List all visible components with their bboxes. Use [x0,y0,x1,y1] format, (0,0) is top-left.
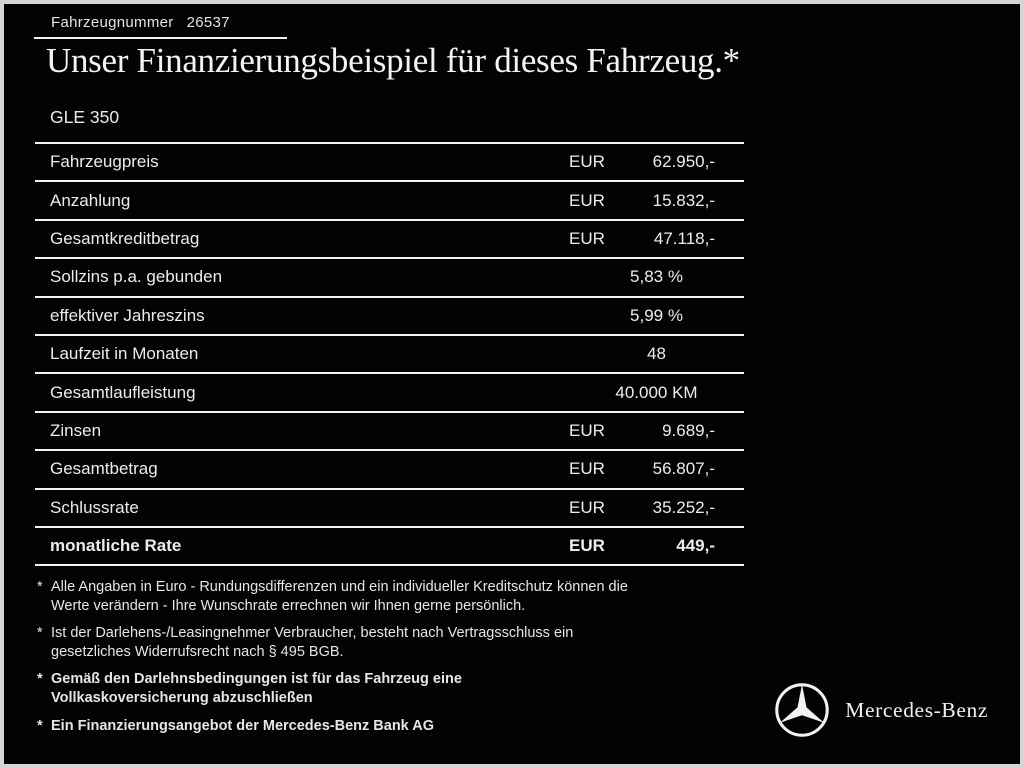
row-value: EUR 9.689,- [569,421,744,441]
row-label: Zinsen [50,420,102,440]
amount: 449,- [676,536,715,556]
page-title: Unser Finanzierungsbeispiel für dieses F… [46,41,740,80]
row-anzahlung: Anzahlung EUR 15.832,- [35,180,744,218]
row-gesamtkreditbetrag: Gesamtkreditbetrag EUR 47.118,- [35,218,744,257]
footnote-bank-ag: * Ein Finanzierungsangebot der Mercedes-… [35,717,747,736]
currency-label: EUR [569,228,605,248]
amount: 47.118,- [653,228,715,248]
row-monatliche-rate: monatliche Rate EUR 449,- [35,525,744,564]
vehicle-model: GLE 350 [50,107,120,127]
amount: 62.950,- [652,152,715,172]
amount: 56.807,- [652,459,715,479]
asterisk-marker: * [37,671,43,688]
footnotes: * Alle Angaben in Euro - Rundungsdiffere… [35,578,747,744]
row-value: EUR 35.252,- [569,498,744,518]
row-fahrzeugpreis: Fahrzeugpreis EUR 62.950,- [35,142,744,180]
footnote-text: Alle Angaben in Euro - Rundungsdifferenz… [51,579,628,614]
asterisk-marker: * [37,625,43,642]
asterisk-marker: * [37,717,43,734]
currency-label: EUR [569,420,605,440]
brand-block: Mercedes-Benz [774,682,988,738]
row-label: effektiver Jahreszins [50,305,205,325]
row-gesamtlaufleistung: Gesamtlaufleistung 40.000 KM [35,372,744,410]
row-value: EUR 62.950,- [569,152,744,172]
asterisk-marker: * [37,579,43,595]
footnote-text: Gemäß den Darlehnsbedingungen ist für da… [51,671,462,706]
row-label: Fahrzeugpreis [50,152,159,172]
row-value: 5,99 % [630,305,683,325]
row-laufzeit: Laufzeit in Monaten 48 [35,333,744,372]
vehicle-number-value: 26537 [186,14,230,31]
row-label: monatliche Rate [50,536,182,556]
mercedes-star-icon [775,683,830,737]
row-label: Sollzins p.a. gebunden [50,267,223,287]
row-value: 48 [647,344,666,364]
vehicle-number-label: Fahrzeugnummer [51,14,174,31]
amount: 9.689,- [662,420,715,440]
finance-table: Fahrzeugpreis EUR 62.950,- Anzahlung EUR… [35,142,744,567]
row-label: Laufzeit in Monaten [50,344,199,364]
footnote-vollkasko: * Gemäß den Darlehnsbedingungen ist für … [35,670,747,707]
row-label: Gesamtlaufleistung [50,382,196,402]
row-label: Anzahlung [50,190,131,210]
row-zinsen: Zinsen EUR 9.689,- [35,410,744,449]
vehicle-number: Fahrzeugnummer 26537 [34,12,287,39]
row-label: Gesamtkreditbetrag [50,228,200,248]
footnote-text: Ist der Darlehens-/Leasingnehmer Verbrau… [51,625,574,660]
amount: 35.252,- [652,497,715,517]
row-label: Schlussrate [50,497,139,517]
row-sollzins: Sollzins p.a. gebunden 5,83 % [35,257,744,295]
currency-label: EUR [569,536,605,556]
row-label: Gesamtbetrag [50,459,158,479]
row-value: EUR 47.118,- [569,229,744,249]
currency-label: EUR [569,497,605,517]
currency-label: EUR [569,459,605,479]
row-value: 40.000 KM [615,382,698,402]
currency-label: EUR [569,190,605,210]
brand-wordmark: Mercedes-Benz [845,697,988,722]
footnote-text: Ein Finanzierungsangebot der Mercedes-Be… [51,717,434,734]
currency-label: EUR [569,152,605,172]
row-effektiver-jahreszins: effektiver Jahreszins 5,99 % [35,295,744,334]
footnote-widerrufsrecht: * Ist der Darlehens-/Leasingnehmer Verbr… [35,624,747,661]
row-value: EUR 449,- [569,536,744,556]
row-schlussrate: Schlussrate EUR 35.252,- [35,487,744,526]
amount: 15.832,- [652,190,715,210]
row-value: EUR 56.807,- [569,459,744,479]
row-value: EUR 15.832,- [569,191,744,211]
row-value: 5,83 % [630,267,683,287]
footnote-rounding-disclaimer: * Alle Angaben in Euro - Rundungsdiffere… [35,578,747,615]
row-gesamtbetrag: Gesamtbetrag EUR 56.807,- [35,449,744,487]
